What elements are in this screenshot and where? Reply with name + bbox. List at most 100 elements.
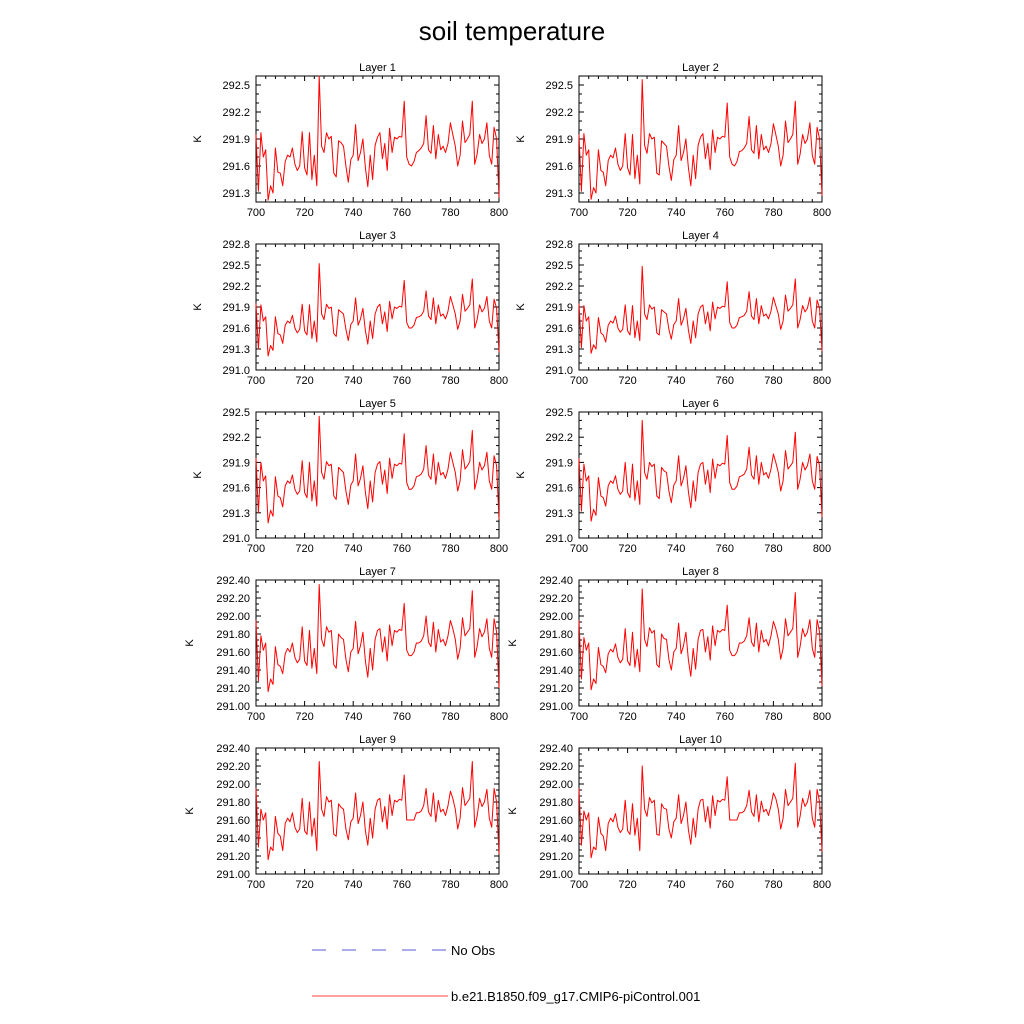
y-tick-label: 291.40: [216, 665, 250, 677]
series-line: [255, 263, 500, 357]
x-tick-label: 760: [393, 711, 411, 723]
x-tick-label: 740: [344, 543, 362, 555]
y-tick-label: 292.5: [545, 80, 573, 92]
y-tick-label: 291.9: [545, 134, 573, 146]
x-tick-label: 720: [295, 375, 313, 387]
layer-panel: Layer 2 K 700 720 740 760 780 800 291.3 291.6 291.…: [515, 62, 831, 219]
x-tick-label: 740: [667, 207, 685, 219]
y-axis-label: K: [507, 807, 519, 815]
y-tick-label: 292.00: [539, 611, 573, 623]
y-tick-label: 291.6: [545, 323, 573, 335]
layer-panels: Layer 1 K 700 720 740 760 780 800 291.3 291.6 291.…: [184, 62, 831, 891]
layer-panel: Layer 10 K 700 720 740 760 780 800 291.00 291.20 2…: [507, 734, 831, 891]
y-tick-label: 291.60: [539, 647, 573, 659]
panel-title: Layer 8: [682, 566, 719, 578]
panel-title: Layer 7: [359, 566, 396, 578]
y-tick-label: 291.9: [545, 457, 573, 469]
x-tick-label: 700: [247, 543, 265, 555]
panel-title: Layer 5: [359, 398, 396, 410]
series-line: [578, 265, 823, 354]
series-line: [255, 415, 500, 524]
x-tick-label: 760: [393, 879, 411, 891]
x-tick-label: 780: [441, 207, 459, 219]
x-tick-label: 780: [764, 879, 782, 891]
y-tick-label: 291.20: [539, 851, 573, 863]
x-tick-label: 700: [570, 879, 588, 891]
x-tick-label: 780: [441, 375, 459, 387]
y-tick-label: 292.40: [216, 575, 250, 587]
x-tick-label: 700: [247, 711, 265, 723]
x-tick-label: 760: [716, 375, 734, 387]
y-tick-label: 292.20: [539, 593, 573, 605]
y-axis-label: K: [515, 471, 527, 479]
x-tick-label: 700: [570, 711, 588, 723]
y-tick-label: 292.8: [545, 239, 573, 251]
y-tick-label: 292.40: [539, 743, 573, 755]
y-tick-label: 291.40: [539, 665, 573, 677]
panel-title: Layer 9: [359, 734, 396, 746]
y-tick-label: 291.9: [222, 134, 250, 146]
x-tick-label: 720: [618, 207, 636, 219]
y-tick-label: 291.3: [222, 188, 250, 200]
x-tick-label: 780: [441, 543, 459, 555]
y-axis-label: K: [184, 807, 196, 815]
plot-frame: [578, 747, 823, 875]
x-tick-label: 740: [344, 207, 362, 219]
x-tick-label: 760: [393, 207, 411, 219]
series-line: [255, 761, 500, 861]
x-tick-label: 800: [490, 711, 508, 723]
x-tick-label: 740: [667, 543, 685, 555]
x-tick-label: 800: [813, 543, 831, 555]
x-tick-label: 740: [344, 375, 362, 387]
y-tick-label: 291.80: [539, 629, 573, 641]
y-tick-label: 292.20: [539, 761, 573, 773]
y-tick-label: 292.5: [545, 407, 573, 419]
y-tick-label: 292.2: [222, 107, 250, 119]
layer-panel: Layer 1 K 700 720 740 760 780 800 291.3 291.6 291.…: [192, 62, 508, 219]
x-tick-label: 720: [295, 711, 313, 723]
x-tick-label: 720: [295, 207, 313, 219]
y-tick-label: 292.00: [216, 611, 250, 623]
x-tick-label: 760: [716, 543, 734, 555]
y-axis-label: K: [192, 303, 204, 311]
x-tick-label: 720: [618, 711, 636, 723]
y-tick-label: 292.2: [222, 432, 250, 444]
y-tick-label: 291.9: [222, 302, 250, 314]
y-tick-label: 291.6: [545, 483, 573, 495]
series-line: [578, 588, 823, 691]
x-tick-label: 760: [716, 711, 734, 723]
y-tick-label: 291.20: [216, 851, 250, 863]
x-tick-label: 720: [618, 543, 636, 555]
x-tick-label: 700: [570, 375, 588, 387]
layer-panel: Layer 3 K 700 720 740 760 780 800 291.0 291.3 291.…: [192, 230, 508, 387]
x-tick-label: 780: [764, 207, 782, 219]
y-axis-label: K: [515, 303, 527, 311]
x-tick-label: 720: [295, 543, 313, 555]
x-tick-label: 760: [716, 207, 734, 219]
y-tick-label: 291.3: [222, 344, 250, 356]
y-tick-label: 291.3: [545, 344, 573, 356]
x-tick-label: 700: [247, 879, 265, 891]
y-tick-label: 292.5: [545, 260, 573, 272]
y-tick-label: 291.00: [539, 701, 573, 713]
y-tick-label: 291.40: [216, 833, 250, 845]
y-tick-label: 292.20: [216, 593, 250, 605]
panel-title: Layer 4: [682, 230, 719, 242]
y-axis-label: K: [184, 639, 196, 647]
x-tick-label: 740: [344, 711, 362, 723]
x-tick-label: 700: [570, 207, 588, 219]
y-tick-label: 291.80: [216, 797, 250, 809]
x-tick-label: 700: [247, 375, 265, 387]
x-tick-label: 800: [490, 879, 508, 891]
panel-title: Layer 6: [682, 398, 719, 410]
y-tick-label: 291.80: [539, 797, 573, 809]
legend: No Obs b.e21.B1850.f09_g17.CMIP6-piContr…: [312, 943, 700, 1004]
panel-title: Layer 1: [359, 62, 396, 74]
x-tick-label: 780: [441, 711, 459, 723]
y-tick-label: 291.80: [216, 629, 250, 641]
panel-title: Layer 10: [679, 734, 722, 746]
x-tick-label: 760: [393, 543, 411, 555]
y-tick-label: 291.3: [545, 508, 573, 520]
y-tick-label: 291.3: [222, 508, 250, 520]
